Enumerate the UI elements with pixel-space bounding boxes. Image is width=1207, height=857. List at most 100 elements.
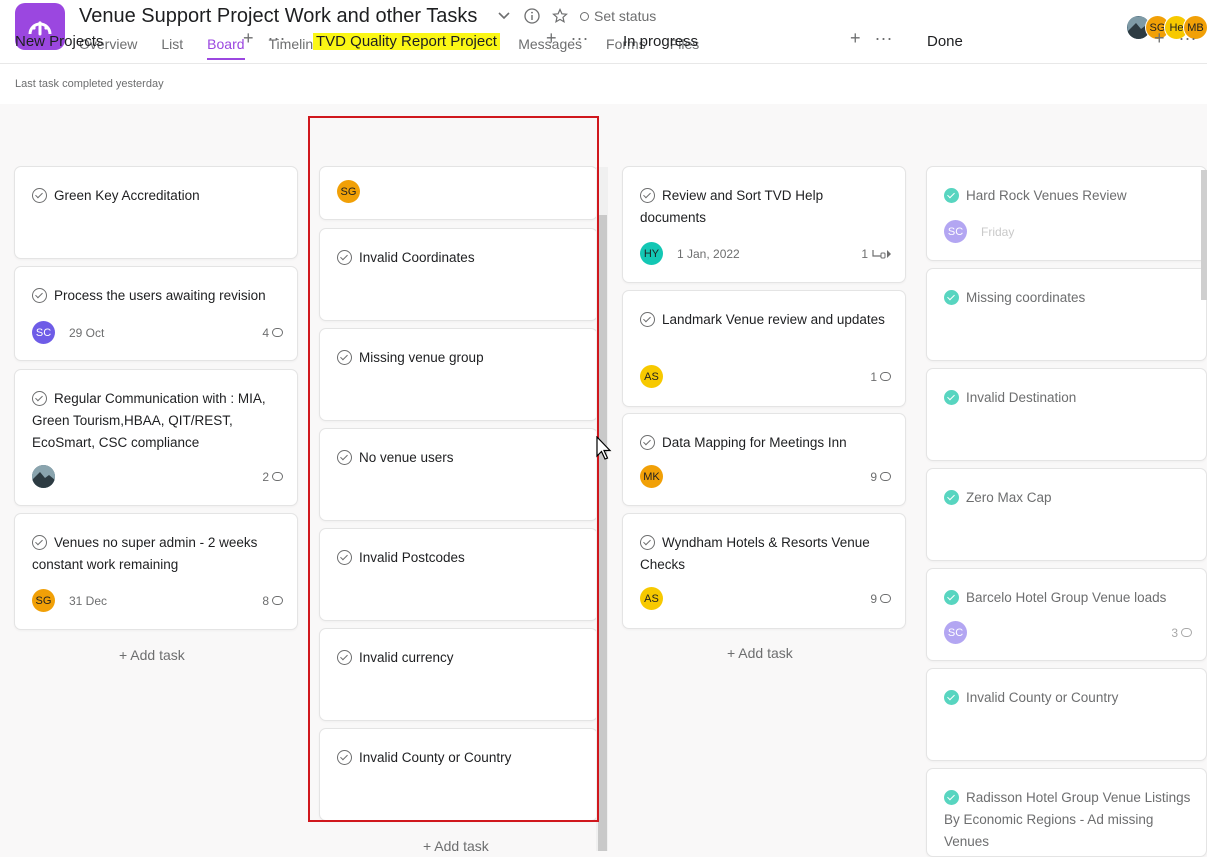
check-circle-icon[interactable]: [337, 550, 352, 565]
tab-board[interactable]: Board: [207, 36, 245, 60]
member-avatar[interactable]: MB: [1183, 15, 1207, 40]
avatar[interactable]: AS: [640, 365, 663, 388]
task-name: No venue users: [359, 450, 454, 465]
task-card[interactable]: Radisson Hotel Group Venue Listings By E…: [926, 768, 1207, 857]
task-card[interactable]: Review and Sort TVD Help documents HY 1 …: [622, 166, 906, 283]
avatar[interactable]: [32, 465, 55, 488]
chevron-down-icon[interactable]: [494, 6, 514, 26]
check-circle-icon[interactable]: [944, 390, 959, 405]
tab-list[interactable]: List: [161, 36, 184, 52]
tab-messages[interactable]: Messages: [518, 36, 583, 52]
task-card[interactable]: Missing venue group: [319, 328, 598, 421]
check-circle-icon[interactable]: [337, 650, 352, 665]
check-circle-icon[interactable]: [337, 250, 352, 265]
check-circle-icon[interactable]: [32, 535, 47, 550]
task-card[interactable]: Wyndham Hotels & Resorts Venue Checks AS…: [622, 513, 906, 629]
task-name: Barcelo Hotel Group Venue loads: [966, 590, 1167, 605]
check-circle-icon[interactable]: [337, 750, 352, 765]
add-task-button[interactable]: + Add task: [727, 645, 793, 661]
check-circle-icon[interactable]: [944, 790, 959, 805]
comment-count: 2: [262, 470, 283, 484]
page-title: Venue Support Project Work and other Tas…: [79, 5, 478, 27]
avatar[interactable]: MK: [640, 465, 663, 488]
check-circle-icon[interactable]: [944, 188, 959, 203]
task-card[interactable]: Data Mapping for Meetings Inn MK 9: [622, 413, 906, 506]
column-actions: + ···: [546, 28, 589, 49]
tab-forms[interactable]: Forms: [606, 36, 646, 52]
info-icon[interactable]: [522, 6, 542, 26]
task-name: Invalid County or Country: [966, 690, 1119, 705]
board-scrollbar[interactable]: [1201, 170, 1207, 300]
avatar[interactable]: HY: [640, 242, 663, 265]
task-card[interactable]: Invalid Destination: [926, 368, 1207, 461]
task-name: Green Key Accreditation: [54, 188, 200, 203]
task-card[interactable]: Invalid County or Country: [319, 728, 598, 821]
add-icon[interactable]: +: [243, 28, 254, 48]
column-actions: + ···: [243, 28, 286, 49]
add-icon[interactable]: +: [850, 28, 861, 48]
task-card[interactable]: Invalid Postcodes: [319, 528, 598, 621]
task-card[interactable]: SG: [319, 166, 598, 220]
set-status-button[interactable]: Set status: [580, 8, 656, 24]
check-circle-icon[interactable]: [944, 690, 959, 705]
task-card[interactable]: Invalid currency: [319, 628, 598, 721]
avatar[interactable]: SC: [944, 220, 967, 243]
due-date: 29 Oct: [69, 325, 105, 340]
task-card[interactable]: Invalid County or Country: [926, 668, 1207, 761]
column-header-done: Done: [927, 30, 963, 52]
task-card[interactable]: Process the users awaiting revision SC 2…: [14, 266, 298, 361]
task-card[interactable]: Zero Max Cap: [926, 468, 1207, 561]
avatar[interactable]: SC: [944, 621, 967, 644]
more-icon[interactable]: ···: [1178, 28, 1197, 48]
check-circle-icon[interactable]: [32, 188, 47, 203]
subtask-count[interactable]: 1: [861, 247, 891, 261]
task-card[interactable]: No venue users: [319, 428, 598, 521]
project-members[interactable]: SG He MB: [1126, 15, 1207, 40]
tab-overview[interactable]: Overview: [79, 36, 138, 52]
task-card[interactable]: Venues no super admin - 2 weeks constant…: [14, 513, 298, 630]
avatar[interactable]: SG: [32, 589, 55, 612]
more-icon[interactable]: ···: [570, 28, 589, 48]
task-card[interactable]: Barcelo Hotel Group Venue loads SC 3: [926, 568, 1207, 661]
check-circle-icon[interactable]: [337, 350, 352, 365]
task-name: Review and Sort TVD Help documents: [640, 188, 824, 225]
check-circle-icon[interactable]: [32, 391, 47, 406]
avatar[interactable]: SG: [337, 180, 360, 203]
task-card[interactable]: Invalid Coordinates: [319, 228, 598, 321]
check-circle-icon[interactable]: [944, 590, 959, 605]
comment-count: 8: [262, 594, 283, 608]
column-header-new-projects: New Projects: [15, 30, 103, 52]
more-icon[interactable]: ···: [267, 28, 286, 48]
task-card[interactable]: Missing coordinates: [926, 268, 1207, 361]
task-card[interactable]: Green Key Accreditation: [14, 166, 298, 259]
check-circle-icon[interactable]: [640, 535, 655, 550]
task-name: Hard Rock Venues Review: [966, 188, 1127, 203]
check-circle-icon[interactable]: [640, 435, 655, 450]
check-circle-icon[interactable]: [944, 490, 959, 505]
check-circle-icon[interactable]: [944, 290, 959, 305]
scrollbar-thumb[interactable]: [598, 215, 607, 851]
task-card[interactable]: Landmark Venue review and updates AS 1: [622, 290, 906, 407]
check-circle-icon[interactable]: [32, 288, 47, 303]
comment-count-value: 4: [262, 325, 269, 340]
project-icon[interactable]: [15, 3, 65, 50]
comment-count: 9: [870, 592, 891, 606]
task-card[interactable]: Regular Communication with : MIA, Green …: [14, 369, 298, 506]
tab-files[interactable]: Files: [669, 36, 700, 52]
comment-count-value: 8: [262, 593, 269, 608]
add-icon[interactable]: +: [546, 28, 557, 48]
comment-count: 4: [262, 326, 283, 340]
avatar[interactable]: SC: [32, 321, 55, 344]
check-circle-icon[interactable]: [337, 450, 352, 465]
task-card[interactable]: Hard Rock Venues Review SC Friday: [926, 166, 1207, 261]
avatar[interactable]: AS: [640, 587, 663, 610]
add-icon[interactable]: +: [1154, 28, 1165, 48]
check-circle-icon[interactable]: [640, 312, 655, 327]
star-icon[interactable]: [550, 6, 570, 26]
add-task-button[interactable]: + Add task: [119, 647, 185, 663]
column-title: New Projects: [15, 32, 104, 50]
check-circle-icon[interactable]: [640, 188, 655, 203]
more-icon[interactable]: ···: [874, 28, 893, 48]
tab-timeline[interactable]: Timeline: [268, 36, 321, 52]
add-task-button[interactable]: + Add task: [423, 838, 489, 854]
